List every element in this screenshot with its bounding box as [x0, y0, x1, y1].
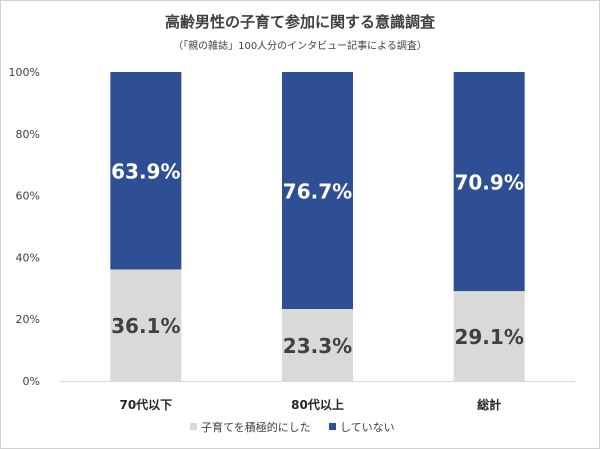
legend: 子育てを積極的にした していない — [190, 420, 395, 434]
data-label: 70.9% — [454, 171, 523, 195]
data-label: 76.7% — [283, 180, 352, 204]
bar-segment-engaged — [110, 269, 182, 381]
data-label: 29.1% — [454, 325, 523, 349]
bar-segment-not-engaged — [110, 72, 182, 270]
bars-group: 36.1% 63.9% 23.3% 76.7% 29.1% 70.9% — [110, 72, 525, 381]
legend-label-not-engaged: していない — [340, 421, 395, 434]
bar-segment-engaged — [282, 309, 353, 381]
data-label: 36.1% — [111, 314, 180, 338]
x-axis: 70代以下 80代以上 総計 — [60, 381, 575, 412]
y-tick-label: 20% — [16, 313, 40, 326]
bar-segment-engaged — [453, 291, 525, 381]
data-label: 63.9% — [111, 160, 180, 184]
x-category-label: 総計 — [477, 397, 501, 412]
x-category-label: 80代以上 — [291, 397, 344, 412]
bar-segment-not-engaged — [453, 72, 525, 292]
x-category-label: 70代以下 — [119, 397, 172, 412]
y-tick-label: 40% — [16, 251, 40, 264]
y-axis: 0% 20% 40% 60% 80% 100% — [9, 66, 40, 388]
y-tick-label: 100% — [9, 66, 40, 79]
y-tick-label: 60% — [16, 190, 40, 203]
bar-segment-not-engaged — [282, 72, 353, 310]
legend-label-engaged: 子育てを積極的にした — [201, 420, 311, 434]
chart-title: 高齢男性の子育て参加に関する意識調査 — [165, 13, 436, 31]
y-tick-label: 0% — [23, 375, 40, 388]
y-tick-label: 80% — [16, 128, 40, 141]
chart-subtitle: （「親の雑誌」100人分のインタビュー記事による調査） — [173, 39, 427, 52]
data-label: 23.3% — [283, 334, 352, 358]
legend-swatch-engaged — [190, 423, 197, 430]
legend-swatch-not-engaged — [329, 423, 336, 430]
